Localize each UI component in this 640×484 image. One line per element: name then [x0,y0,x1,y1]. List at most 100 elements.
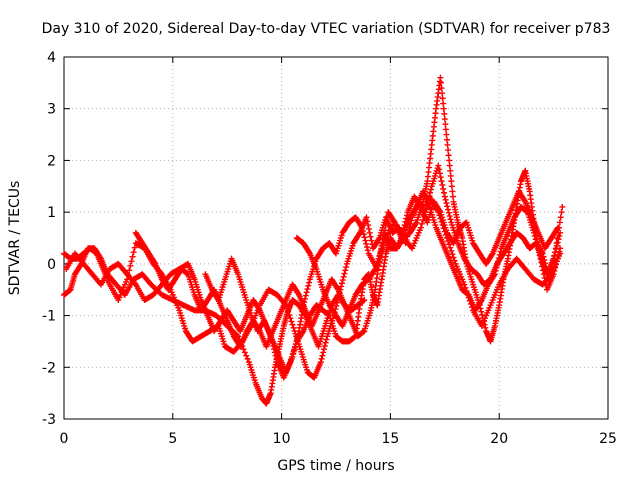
data-point [488,251,495,258]
plot-frame [63,56,609,420]
data-point [290,324,297,331]
data-point [446,241,453,248]
data-point [445,206,452,213]
data-point [554,225,561,232]
data-point [559,203,566,210]
data-point [496,251,503,258]
data-point [364,244,371,251]
data-point [270,346,277,353]
data-point [521,197,528,204]
data-point [555,236,562,243]
data-point [366,229,373,236]
data-point [127,262,134,269]
data-point [364,247,371,254]
data-point [445,147,452,154]
data-point [444,141,451,148]
x-tick-label: 0 [60,431,69,447]
data-point [535,245,542,252]
data-point [302,292,309,299]
data-point [241,349,248,356]
data-point [339,277,346,284]
data-point [399,231,406,238]
data-point [363,214,370,221]
data-point [477,298,484,305]
x-tick-label: 25 [599,431,617,447]
data-point [553,240,560,247]
x-tick-label: 20 [490,431,508,447]
chart-title: Day 310 of 2020, Sidereal Day-to-day VTE… [42,21,611,37]
data-point [446,162,453,169]
data-point [359,224,366,231]
data-point [441,116,448,123]
data-point [556,248,563,255]
data-point [390,218,397,225]
data-point [534,242,541,249]
data-point [368,237,375,244]
data-point [442,126,449,133]
data-point [306,279,313,286]
y-tick-label: 1 [47,205,56,221]
data-point [439,181,446,188]
data-point [448,183,455,190]
data-point [340,273,347,280]
data-point [365,225,372,232]
x-tick-label: 10 [273,431,291,447]
data-point [550,256,557,263]
data-point [256,326,263,333]
y-tick-label: 3 [47,102,56,118]
data-point [131,244,138,251]
data-point [333,302,340,309]
data-point [130,249,137,256]
data-point [531,233,538,240]
data-point [342,267,349,274]
data-point [439,95,446,102]
data-point [383,218,390,225]
series-points [63,193,564,376]
y-tick-label: 0 [47,257,56,273]
data-point [341,270,348,277]
data-point [553,261,560,268]
data-point [322,339,329,346]
data-point [418,220,425,227]
data-point [440,185,447,192]
data-point [437,79,444,86]
data-point [493,264,500,271]
data-point [378,245,385,252]
data-point [319,352,326,359]
axis-ticks: 0 5 10 15 20 25 -3 -2 -1 0 1 2 3 4 [42,50,617,447]
data-point [412,220,419,227]
x-tick-label: 15 [381,431,399,447]
series-points [293,188,561,329]
data-point [131,280,138,287]
data-point [536,252,543,259]
data-point [443,136,450,143]
data-point [427,186,434,193]
data-point [440,189,447,196]
data-point [447,216,454,223]
data-point [362,237,369,244]
data-point [271,349,278,356]
data-point [367,233,374,240]
data-point [442,196,449,203]
data-point [539,267,546,274]
data-point [540,271,547,278]
y-axis-label: SDTVAR / TECUs [7,181,23,296]
data-point [256,306,263,313]
data-point [304,286,311,293]
data-point [129,253,136,260]
x-tick-label: 5 [168,431,177,447]
data-point [449,193,456,200]
data-point [435,162,442,169]
data-point [285,308,292,315]
data-point [321,346,328,353]
data-point [365,222,372,229]
data-point [443,200,450,207]
data-point [441,193,448,200]
data-point [128,258,135,265]
data-point [343,264,350,271]
data-point [379,240,386,247]
data-point [380,236,387,243]
data-point [497,248,504,255]
data-point [448,247,455,254]
data-point [554,224,561,231]
